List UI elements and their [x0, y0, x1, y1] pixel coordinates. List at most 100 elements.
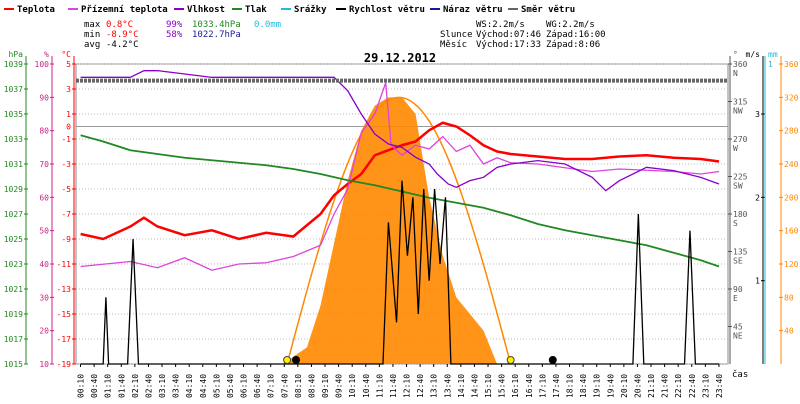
hpa-tick-label: 1017	[4, 335, 23, 344]
stat-max-rain: 0.0mm	[254, 20, 281, 30]
x-tick-label: 05:10	[212, 374, 221, 398]
x-tick-label: 04:10	[185, 374, 194, 398]
series-line	[80, 180, 720, 365]
percent-tick-label: 100	[35, 60, 50, 69]
direction-tick-label: SW	[733, 182, 743, 191]
x-tick-label: 16:40	[525, 374, 534, 398]
solar-radiation-area	[282, 97, 498, 364]
stat-min-temp: -8.9°C	[106, 30, 139, 40]
hpa-tick-label: 1031	[4, 160, 23, 169]
direction-tick-label: 270	[733, 135, 748, 144]
celsius-tick-label: 5	[66, 60, 71, 69]
stat-max-temp: 0.8°C	[106, 20, 133, 30]
direction-tick-label: SE	[733, 257, 743, 266]
direction-tick-label: N	[733, 69, 738, 78]
x-tick-label: 15:40	[498, 374, 507, 398]
direction-tick-label: 180	[733, 210, 748, 219]
stat-sunrise: Východ:07:46	[476, 30, 541, 40]
direction-tick-label: 225	[733, 173, 748, 182]
x-tick-label: 16:10	[511, 374, 520, 398]
x-tick-label: 02:10	[131, 374, 140, 398]
legend-item: Tlak	[245, 5, 267, 15]
plot-area	[75, 63, 729, 365]
legend-item: Teplota	[17, 5, 55, 15]
hpa-tick-label: 1023	[4, 260, 23, 269]
celsius-tick-label: -17	[57, 335, 72, 344]
legend-item: Srážky	[294, 5, 327, 15]
hpa-tick-label: 1021	[4, 285, 23, 294]
solar-tick-label: 200	[784, 193, 799, 202]
sunrise-marker	[283, 356, 292, 364]
percent-tick-label: 90	[39, 93, 49, 102]
stat-max-label: max	[84, 20, 101, 30]
x-tick-label: 10:10	[348, 374, 357, 398]
stat-min-press: 1022.7hPa	[192, 30, 241, 40]
wind-tick-label: 3	[755, 110, 760, 119]
solar-tick-label: 80	[784, 293, 794, 302]
x-tick-label: 09:10	[321, 374, 330, 398]
celsius-tick-label: 1	[66, 110, 71, 119]
stats-block: max 0.8°C 99% 1033.4hPa 0.0mm min -8.9°C…	[84, 20, 606, 50]
hpa-tick-label: 1027	[4, 210, 23, 219]
hpa-tick-label: 1035	[4, 110, 23, 119]
x-tick-label: 22:10	[674, 374, 683, 398]
x-tick-label: 21:10	[647, 374, 656, 398]
x-tick-label: 20:10	[620, 374, 629, 398]
chart-title: 29.12.2012	[364, 51, 436, 65]
hpa-tick-label: 1037	[4, 85, 23, 94]
stat-sun-label: Slunce	[440, 30, 473, 40]
percent-tick-label: 30	[39, 293, 49, 302]
percent-tick-label: 10	[39, 360, 49, 369]
solar-tick-label: 120	[784, 260, 799, 269]
x-tick-label: 04:40	[199, 374, 208, 398]
direction-tick-label: E	[733, 294, 738, 303]
x-axis-label: čas	[732, 369, 748, 380]
x-tick-label: 03:40	[172, 374, 181, 398]
x-tick-label: 17:10	[538, 374, 547, 398]
axes: 00:10 00:40 01:10 01:40 02:10 02:40 03:10 03:40…	[4, 50, 799, 398]
celsius-tick-label: -5	[61, 185, 71, 194]
percent-axis-label: %	[44, 50, 49, 59]
direction-tick-label: 315	[733, 98, 748, 107]
x-tick-label: 20:40	[633, 374, 642, 398]
x-tick-label: 01:40	[117, 374, 126, 398]
solar-tick-label: 240	[784, 160, 799, 169]
stat-avg-label: avg	[84, 40, 100, 50]
stat-avg-temp: -4.2°C	[106, 40, 139, 50]
celsius-tick-label: -19	[57, 360, 72, 369]
x-tick-label: 08:40	[307, 374, 316, 398]
rain-tick-label: 1	[768, 60, 773, 69]
hpa-axis-label: hPa	[9, 50, 24, 59]
sunset-marker	[506, 356, 515, 364]
celsius-tick-label: -15	[57, 310, 72, 319]
stat-moonset: Západ:8:06	[546, 40, 600, 50]
legend-item: Směr větru	[521, 4, 575, 15]
solar-tick-label: 280	[784, 127, 799, 136]
x-tick-label: 23:10	[701, 374, 710, 398]
x-tick-label: 06:10	[240, 374, 249, 398]
solar-tick-label: 360	[784, 60, 799, 69]
wind-tick-label: 1	[755, 277, 760, 286]
stat-max-press: 1033.4hPa	[192, 20, 241, 30]
stat-min-label: min	[84, 30, 100, 40]
solar-tick-label: 40	[784, 327, 794, 336]
percent-tick-label: 70	[39, 160, 49, 169]
x-tick-label: 07:10	[267, 374, 276, 398]
percent-tick-label: 50	[39, 227, 49, 236]
stat-ws: WS:2.2m/s	[476, 20, 525, 30]
x-tick-label: 18:10	[566, 374, 575, 398]
x-tick-label: 19:10	[593, 374, 602, 398]
celsius-tick-label: -11	[57, 260, 72, 269]
hpa-tick-label: 1015	[4, 360, 23, 369]
celsius-zero-label: 0	[66, 123, 71, 132]
series-line	[80, 82, 720, 271]
celsius-tick-label: -7	[61, 210, 71, 219]
x-tick-label: 22:40	[688, 374, 697, 398]
stat-sunset: Západ:16:00	[546, 30, 606, 40]
wind-axis-label: m/s	[746, 50, 761, 59]
x-tick-label: 13:40	[443, 374, 452, 398]
percent-tick-label: 40	[39, 260, 49, 269]
x-tick-label: 23:40	[715, 374, 724, 398]
